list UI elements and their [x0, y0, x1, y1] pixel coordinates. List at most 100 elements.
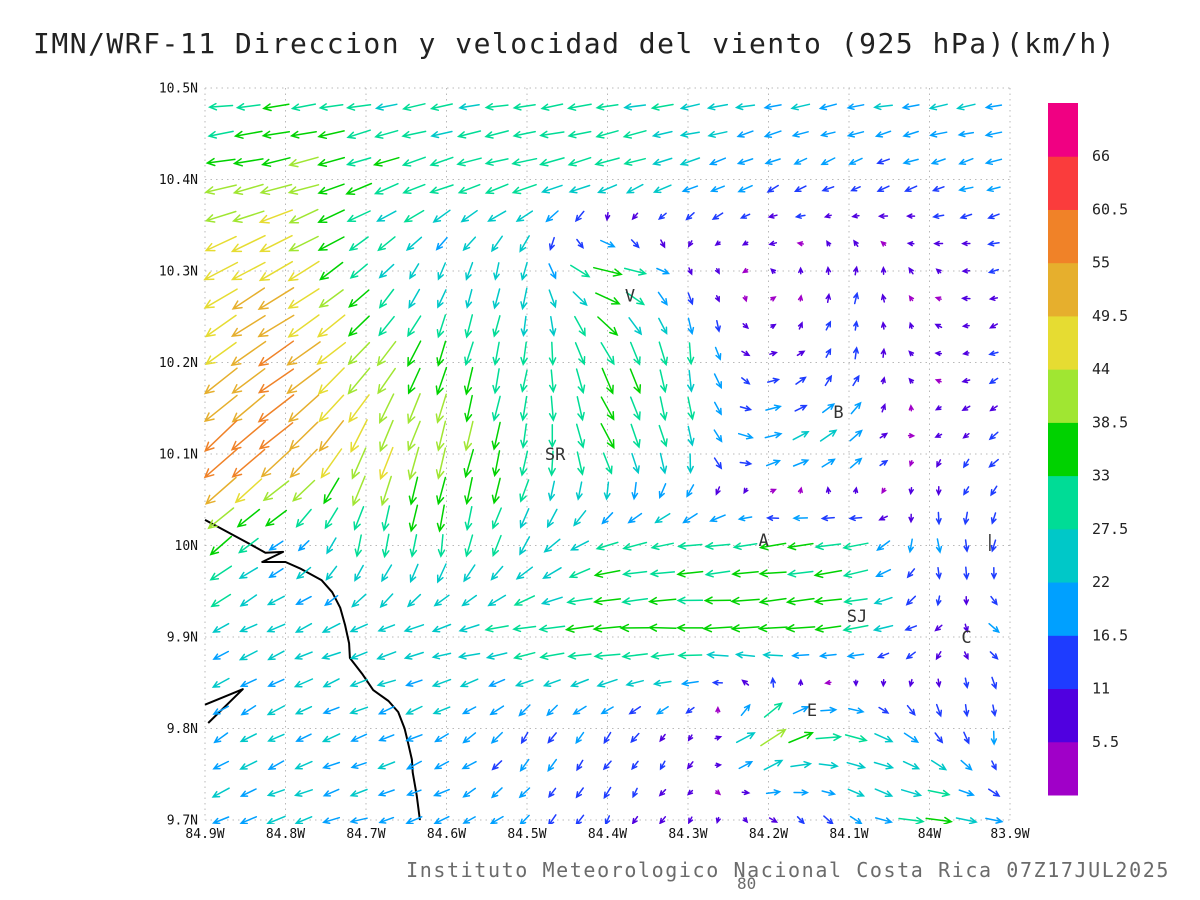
- wind-arrow: [345, 103, 372, 111]
- wind-arrow: [549, 315, 557, 337]
- wind-arrow: [376, 651, 397, 661]
- wind-arrow: [317, 183, 345, 195]
- wind-arrow: [659, 369, 668, 394]
- coastline-path: [204, 519, 421, 821]
- chart-title: IMN/WRF-11 Direccion y velocidad del vie…: [33, 27, 1117, 60]
- wind-arrow: [905, 651, 916, 660]
- wind-arrow: [767, 377, 781, 384]
- wind-arrow: [659, 733, 666, 743]
- wind-arrow: [741, 240, 749, 246]
- wind-arrow: [988, 295, 999, 302]
- city-label: V: [625, 287, 635, 307]
- wind-arrow: [709, 185, 725, 193]
- colorbar-tick-label: 33: [1092, 467, 1110, 485]
- wind-arrow: [575, 787, 584, 799]
- wind-arrow: [658, 424, 668, 448]
- wind-arrow: [493, 262, 500, 281]
- wind-arrow: [321, 622, 341, 633]
- wind-arrow: [316, 314, 346, 338]
- wind-arrow: [711, 212, 724, 221]
- wind-arrow: [239, 594, 258, 607]
- wind-arrow: [484, 103, 509, 111]
- wind-arrow: [374, 129, 399, 139]
- colorbar-band: [1048, 582, 1078, 636]
- wind-arrow: [842, 624, 869, 633]
- wind-arrow: [659, 816, 667, 824]
- wind-arrow: [848, 515, 863, 522]
- wind-arrow: [490, 565, 504, 581]
- wind-arrow: [231, 448, 266, 478]
- wind-arrow: [203, 448, 238, 479]
- wind-arrow: [540, 184, 563, 194]
- wind-arrow: [409, 263, 420, 280]
- wind-arrow: [345, 182, 373, 195]
- wind-arrow: [491, 395, 501, 422]
- wind-arrow: [592, 597, 622, 606]
- wind-arrow: [963, 595, 970, 606]
- wind-arrow: [207, 130, 234, 139]
- wind-arrow: [464, 394, 473, 423]
- wind-arrow: [231, 210, 265, 223]
- colorbar-band: [1048, 422, 1078, 477]
- wind-arrow: [349, 678, 368, 688]
- wind-arrow: [648, 596, 677, 606]
- wind-arrow: [317, 367, 345, 395]
- city-labels: V SR B A SJ C E |: [545, 287, 995, 721]
- colorbar-tick-label: 55: [1092, 254, 1110, 272]
- wind-arrow: [322, 706, 340, 715]
- wind-arrow: [267, 760, 285, 771]
- wind-arrow: [351, 447, 367, 480]
- wind-arrow: [347, 315, 370, 337]
- wind-arrow: [736, 130, 754, 138]
- wind-arrow: [987, 240, 1000, 247]
- wind-arrow: [704, 569, 731, 578]
- wind-arrow: [519, 536, 531, 556]
- wind-arrow: [686, 342, 695, 366]
- wind-arrow: [765, 515, 780, 522]
- wind-arrow: [677, 542, 703, 550]
- wind-arrow: [735, 732, 756, 744]
- y-tick-label: 10.3N: [159, 265, 198, 280]
- wind-arrow: [703, 596, 732, 605]
- wind-arrow: [381, 533, 390, 559]
- colorbar-band: [1048, 475, 1078, 530]
- wind-arrow: [797, 486, 803, 494]
- wind-arrow: [714, 268, 720, 275]
- wind-arrow: [988, 350, 999, 357]
- wind-arrow: [769, 350, 778, 357]
- wind-arrow: [825, 486, 832, 495]
- wind-arrow: [432, 209, 451, 223]
- wind-arrow: [765, 459, 782, 467]
- wind-arrow: [737, 184, 753, 193]
- wind-arrow: [652, 679, 672, 687]
- wind-arrow: [770, 296, 777, 302]
- wind-arrow: [843, 597, 868, 605]
- wind-arrow: [204, 210, 237, 223]
- x-tick-label: 84.8W: [266, 827, 305, 842]
- wind-arrow: [825, 320, 832, 331]
- wind-arrow: [485, 652, 508, 660]
- wind-arrow: [853, 239, 859, 247]
- wind-arrow: [659, 760, 666, 771]
- wind-arrow: [406, 593, 422, 608]
- wind-arrow: [788, 731, 815, 744]
- wind-arrow: [317, 156, 346, 167]
- wind-arrow: [538, 624, 566, 633]
- wind-arrow: [548, 395, 557, 422]
- wind-arrow: [765, 404, 782, 411]
- wind-arrow: [600, 423, 615, 450]
- wind-arrow: [713, 401, 722, 416]
- wind-arrow: [434, 733, 449, 743]
- wind-arrow: [576, 238, 584, 250]
- wind-arrow: [679, 130, 700, 138]
- wind-arrow: [990, 539, 997, 553]
- wind-arrow: [873, 596, 893, 605]
- wind-arrow: [287, 260, 320, 282]
- wind-arrow: [230, 261, 266, 281]
- wind-arrow: [436, 476, 447, 506]
- wind-arrow: [741, 377, 751, 385]
- wind-arrow: [687, 240, 694, 248]
- wind-arrow: [377, 367, 396, 395]
- wind-arrow: [539, 130, 565, 139]
- wind-arrow: [988, 788, 1001, 797]
